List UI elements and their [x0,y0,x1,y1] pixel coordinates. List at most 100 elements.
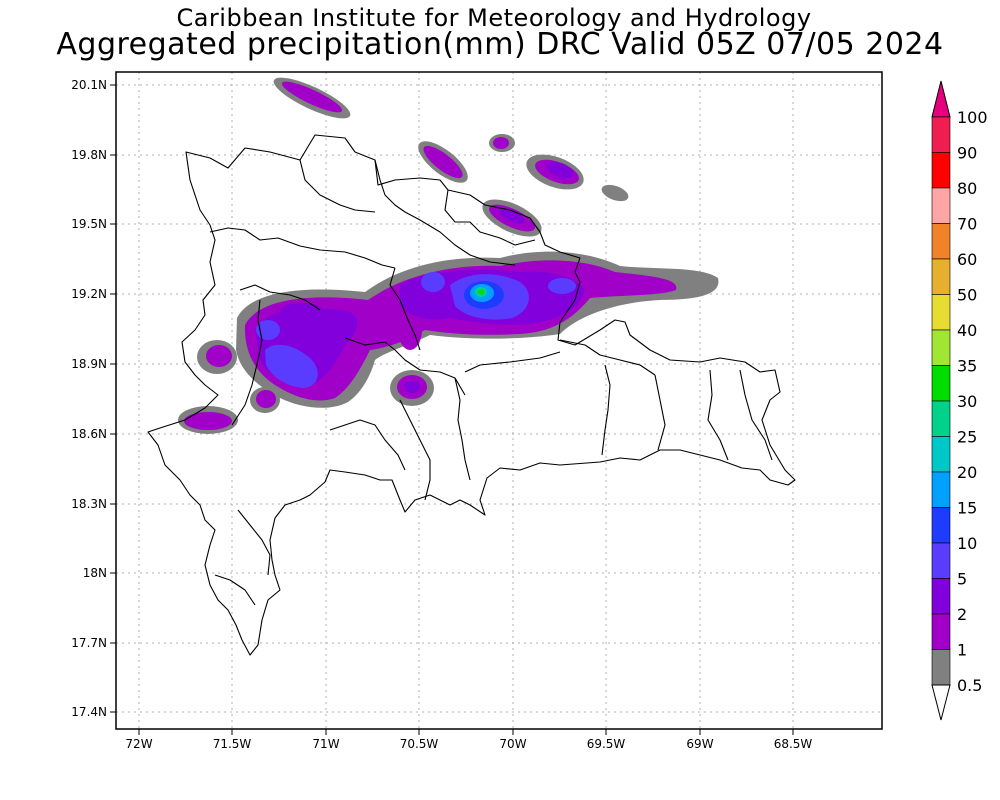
colorbar-segment [931,294,951,331]
precip-region [184,412,232,430]
colorbar-label: 5 [957,570,967,589]
colorbar-segment [931,365,951,402]
y-tick-label: 18N [83,566,107,580]
x-tick-label: 69W [686,737,713,751]
province-boundary [237,509,271,576]
colorbar-segment [931,258,951,295]
y-tick-label: 19.5N [71,217,107,231]
province-boundary [559,339,656,376]
colorbar-label: 50 [957,286,977,305]
chart-title: Caribbean Institute for Meteorology and … [176,4,812,32]
x-tick-label: 72W [125,737,152,751]
colorbar-segments [931,116,951,686]
colorbar-segment [931,329,951,366]
colorbar-segment [931,436,951,473]
country-outline [147,134,796,656]
precip-region [398,310,422,350]
colorbar-label: 100 [957,108,988,127]
colorbar-label: 0.5 [957,676,982,695]
colorbar-label: 40 [957,321,977,340]
y-tick-label: 18.6N [71,427,107,441]
province-boundary [239,284,321,311]
colorbar-label: 70 [957,215,977,234]
colorbar-segment [931,116,951,153]
x-tick-label: 70.5W [400,737,439,751]
precip-region [206,345,232,367]
y-tick-label: 19.8N [71,148,107,162]
y-tick-label: 17.4N [71,705,107,719]
y-tick-label: 18.9N [71,357,107,371]
precip-region [421,272,445,292]
boundaries [147,134,796,656]
grid [116,72,882,729]
plot-frame [115,71,883,730]
colorbar-label: 80 [957,179,977,198]
province-boundary [374,159,516,266]
y-tick-label: 20.1N [71,78,107,92]
axis-ticks [110,84,794,735]
colorbar-label: 35 [957,357,977,376]
province-boundary [601,364,611,456]
colorbar-segment [931,471,951,508]
x-tick-label: 71.5W [213,737,252,751]
x-tick-labels: 72W 71.5W 71W 70.5W 70W 69.5W 69W 68.5W [125,737,812,751]
precip-region [256,320,280,340]
colorbar-label: 20 [957,463,977,482]
colorbar-label: 25 [957,428,977,447]
colorbar-segment [931,507,951,544]
colorbar-labels: 100 90 80 70 60 50 40 35 30 25 20 15 10 5 2 1 0.5 [957,108,988,695]
colorbar-segment [931,578,951,615]
province-boundary [209,227,396,269]
province-boundary [231,299,263,426]
y-tick-label: 19.2N [71,287,107,301]
precipitation-field [178,77,719,434]
precip-region [546,161,574,179]
province-boundary [399,399,431,501]
precip-region [280,303,324,321]
province-boundary [344,337,466,396]
y-tick-label: 17.7N [71,636,107,650]
precip-region [423,145,463,179]
province-boundary [329,419,406,471]
chart-subtitle: Aggregated precipitation(mm) DRC Valid 0… [56,27,944,62]
colorbar-label: 90 [957,144,977,163]
precip-region [256,390,276,408]
precip-region [478,289,484,295]
precip-region [404,381,420,393]
precip-layer-gray [178,77,719,434]
x-tick-label: 71W [312,737,339,751]
colorbar-segment [931,187,951,224]
precip-region [548,278,576,294]
colorbar: 100 90 80 70 60 50 40 35 30 25 20 15 10 5 2 1 0.5 [931,80,988,721]
colorbar-segment [931,613,951,650]
province-boundary [739,369,773,461]
colorbar-segment [931,400,951,437]
x-tick-label: 68.5W [774,737,813,751]
colorbar-segment [931,649,951,686]
colorbar-top-arrow [931,80,951,118]
province-boundary [389,267,421,351]
colorbar-label: 2 [957,605,967,624]
colorbar-label: 60 [957,250,977,269]
colorbar-segment [931,152,951,189]
colorbar-segment [931,223,951,260]
province-boundary [454,377,471,481]
colorbar-label: 1 [957,641,967,660]
province-boundary [299,159,376,213]
y-tick-labels: 20.1N 19.8N 19.5N 19.2N 18.9N 18.6N 18.3… [71,78,107,719]
province-boundary [444,189,536,246]
colorbar-segment [931,542,951,579]
province-boundary [707,369,729,461]
precip-region [493,137,509,149]
precip-peak [470,284,494,302]
y-tick-label: 18.3N [71,497,107,511]
x-tick-label: 69.5W [587,737,626,751]
precip-region [499,208,525,224]
colorbar-label: 10 [957,534,977,553]
province-boundary [214,574,256,606]
colorbar-label: 15 [957,499,977,518]
colorbar-label: 30 [957,392,977,411]
x-tick-label: 70W [499,737,526,751]
precip-region [265,344,318,388]
